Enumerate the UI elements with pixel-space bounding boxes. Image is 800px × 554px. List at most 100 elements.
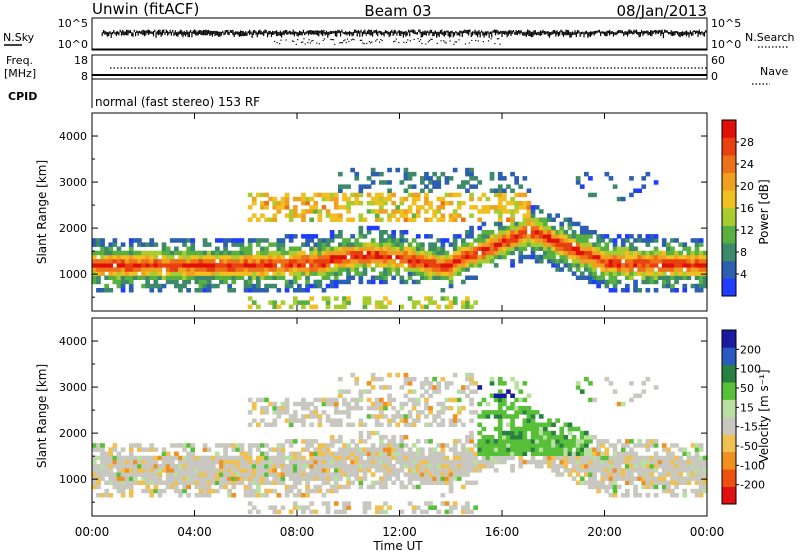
heatmap-cell [186,464,191,469]
nsky-trace [92,29,707,50]
heatmap-cell [133,480,138,485]
heatmap-cell [620,267,626,272]
heatmap-cell [497,176,503,181]
heatmap-cell [305,267,310,272]
heatmap-cell [485,209,491,214]
heatmap-cell [522,397,528,403]
heatmap-cell [629,176,634,181]
heatmap-cell [694,468,700,473]
heatmap-cell [653,484,659,490]
heatmap-cell [128,271,134,276]
heatmap-cell [243,246,249,251]
heatmap-cell [231,472,237,477]
heatmap-cell [407,381,413,386]
heatmap-cell [694,443,700,448]
heatmap-cell [579,468,585,473]
heatmap-cell [612,267,618,272]
heatmap-cell [510,171,515,177]
heatmap-cell [399,279,405,285]
heatmap-cell [202,472,208,477]
heatmap-cell [379,464,384,469]
heatmap-cell [579,439,585,444]
heatmap-cell [506,230,511,235]
heatmap-cell [645,468,651,473]
nsearch-sample [487,40,490,42]
heatmap-cell [190,259,196,264]
heatmap-cell [514,225,519,231]
heatmap-cell [325,414,331,419]
heatmap-cell [329,246,335,251]
heatmap-cell [174,271,179,276]
heatmap-cell [698,476,704,481]
heatmap-cell [260,468,265,473]
heatmap-cell [309,464,314,469]
heatmap-cell [616,234,622,239]
heatmap-cell [202,242,208,247]
heatmap-cell [333,200,339,206]
heatmap-cell [436,480,442,485]
heatmap-cell [325,300,331,305]
heatmap-cell [395,209,401,214]
heatmap-cell [264,493,269,498]
heatmap-cell [247,288,253,293]
heatmap-cell [280,451,286,456]
heatmap-cell [157,259,163,264]
heatmap-cell [579,230,585,235]
heatmap-cell [100,476,105,481]
heatmap-cell [247,263,253,268]
heatmap-cell [247,410,253,415]
heatmap-cell [473,459,478,465]
heatmap-cell [358,188,364,193]
heatmap-cell [325,443,331,448]
heatmap-cell [489,205,495,210]
heatmap-cell [272,205,278,210]
heatmap-cell [625,468,630,473]
heatmap-cell [366,230,372,235]
heatmap-cell [288,476,294,481]
heatmap-cell [247,242,253,247]
x-axis-label: Time UT [372,539,423,553]
heatmap-cell [661,263,667,268]
heatmap-cell [420,447,425,452]
heatmap-cell [165,476,171,481]
heatmap-cell [174,484,179,490]
heatmap-cell [481,205,487,210]
heatmap-cell [678,271,683,276]
heatmap-cell [444,480,450,485]
heatmap-cell [333,459,339,465]
heatmap-cell [514,192,519,198]
heatmap-cell [461,259,466,264]
heatmap-cell [469,439,474,444]
heatmap-cell [534,242,540,247]
heatmap-cell [169,468,175,473]
heatmap-cell [149,488,155,494]
heatmap-cell [235,447,241,452]
heatmap-cell [338,234,343,239]
heatmap-cell [329,439,335,444]
heatmap-cell [698,459,704,465]
heatmap-cell [338,188,343,193]
heatmap-cell [625,259,630,264]
heatmap-cell [469,234,474,239]
heatmap-cell [436,246,442,251]
heatmap-cell [637,439,642,444]
heatmap-cell [625,476,630,481]
heatmap-cell [178,238,183,243]
heatmap-cell [584,430,589,436]
heatmap-cell [629,459,634,465]
heatmap-cell [276,200,282,206]
heatmap-cell [403,167,409,173]
heatmap-cell [243,271,249,276]
heatmap-cell [198,283,204,289]
heatmap-cell [608,254,614,260]
heatmap-cell [608,176,614,181]
heatmap-cell [403,176,409,181]
heatmap-cell [415,418,421,423]
heatmap-cell [436,459,442,465]
heatmap-cell [588,254,593,260]
heatmap-cell [571,250,577,256]
heatmap-cell [301,234,306,239]
heatmap-cell [333,213,339,218]
heatmap-cell [247,459,253,465]
heatmap-cell [219,484,224,490]
